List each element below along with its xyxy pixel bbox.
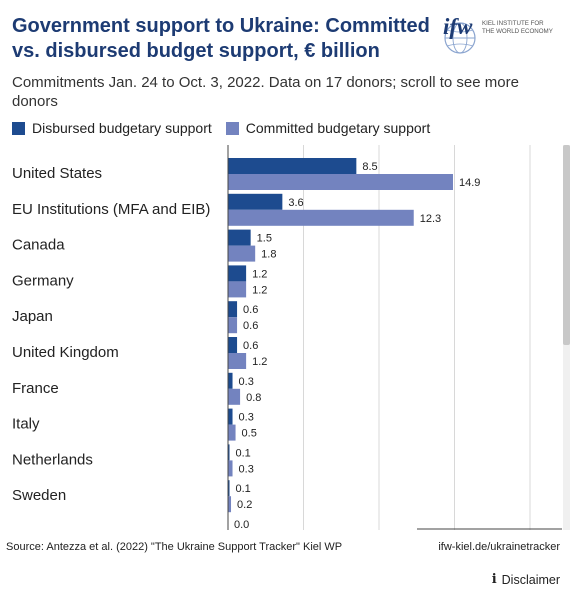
globe-icon — [444, 22, 476, 54]
value-label-disbursed-10: 0.0 — [234, 519, 249, 530]
bar-disbursed-2 — [228, 229, 251, 246]
category-label-7: Italy — [12, 416, 40, 433]
bar-disbursed-0 — [228, 158, 357, 174]
legend-item-committed[interactable]: Committed budgetary support — [225, 120, 431, 136]
value-label-committed-6: 0.8 — [246, 392, 261, 404]
value-label-committed-7: 0.5 — [242, 428, 257, 440]
chart-title: Government support to Ukraine: Committed… — [12, 15, 430, 62]
legend-label-committed: Committed budgetary support — [245, 120, 431, 136]
category-label-3: Germany — [12, 272, 74, 289]
category-label-2: Canada — [12, 237, 65, 254]
value-label-disbursed-6: 0.3 — [239, 376, 254, 388]
bar-committed-9 — [228, 496, 232, 513]
value-label-committed-8: 0.3 — [239, 463, 254, 475]
value-label-disbursed-1: 3.6 — [288, 197, 303, 209]
legend-swatch-committed — [225, 121, 239, 135]
value-label-disbursed-2: 1.5 — [257, 233, 272, 245]
value-label-disbursed-5: 0.6 — [243, 340, 258, 352]
bar-committed-8 — [228, 460, 233, 477]
chart-plot-area[interactable]: United States 8.5 14.9 EU Institutions (MFA… — [0, 145, 570, 530]
bar-disbursed-9 — [228, 480, 230, 497]
value-label-committed-2: 1.8 — [261, 249, 276, 261]
ifw-logo: ifw KIEL INSTITUTE FOR THE WORLD ECONOMY — [443, 14, 553, 54]
legend-item-disbursed[interactable]: Disbursed budgetary support — [12, 120, 212, 136]
source-link[interactable]: ifw-kiel.de/ukrainetracker — [438, 541, 560, 553]
bar-disbursed-3 — [228, 265, 247, 282]
logo-mark: ifw — [443, 14, 473, 39]
bar-disbursed-8 — [228, 444, 230, 461]
value-label-committed-5: 1.2 — [252, 356, 267, 368]
bar-disbursed-5 — [228, 337, 238, 353]
value-label-disbursed-9: 0.1 — [236, 483, 251, 495]
bar-disbursed-6 — [228, 372, 233, 389]
value-label-committed-1: 12.3 — [420, 213, 441, 225]
bar-committed-3 — [228, 281, 247, 298]
legend-swatch-disbursed — [12, 121, 25, 135]
value-label-disbursed-3: 1.2 — [252, 268, 267, 280]
chart-subtitle: Commitments Jan. 24 to Oct. 3, 2022. Dat… — [12, 74, 519, 110]
value-label-committed-4: 0.6 — [243, 320, 258, 332]
value-label-committed-3: 1.2 — [252, 284, 267, 296]
bar-disbursed-7 — [228, 408, 233, 425]
bar-committed-5 — [228, 353, 247, 369]
bar-committed-0 — [228, 174, 453, 190]
category-label-5: United Kingdom — [12, 344, 119, 361]
scrollbar-thumb[interactable] — [563, 145, 570, 345]
legend: Disbursed budgetary support Committed bu… — [12, 120, 444, 136]
value-label-disbursed-8: 0.1 — [236, 447, 251, 459]
value-label-disbursed-4: 0.6 — [243, 304, 258, 316]
logo-text-line1: KIEL INSTITUTE FOR — [482, 20, 544, 27]
bar-committed-6 — [228, 388, 241, 405]
logo-text-line2: THE WORLD ECONOMY — [482, 28, 553, 35]
value-label-disbursed-7: 0.3 — [239, 412, 254, 424]
bar-committed-1 — [228, 209, 414, 226]
source-note: Source: Antezza et al. (2022) "The Ukrai… — [6, 541, 343, 553]
bar-committed-7 — [228, 424, 236, 441]
category-label-8: Netherlands — [12, 451, 93, 468]
category-label-9: Sweden — [12, 487, 66, 504]
legend-label-disbursed: Disbursed budgetary support — [32, 120, 212, 136]
value-label-committed-0: 14.9 — [459, 177, 480, 189]
value-label-committed-9: 0.2 — [237, 499, 252, 511]
bar-committed-4 — [228, 317, 238, 334]
disclaimer-button[interactable]: i Disclaimer — [492, 572, 560, 587]
bar-committed-2 — [228, 245, 256, 262]
disclaimer-label: Disclaimer — [501, 572, 560, 587]
value-label-disbursed-0: 8.5 — [362, 161, 377, 173]
bar-disbursed-4 — [228, 301, 238, 318]
category-label-6: France — [12, 380, 59, 397]
category-label-0: United States — [12, 165, 102, 182]
bar-chart: United States 8.5 14.9 EU Institutions (MFA… — [12, 145, 562, 530]
bar-disbursed-1 — [228, 193, 283, 210]
info-icon: i — [491, 572, 497, 587]
category-label-4: Japan — [12, 308, 53, 325]
category-label-1: EU Institutions (MFA and EIB) — [12, 201, 210, 218]
